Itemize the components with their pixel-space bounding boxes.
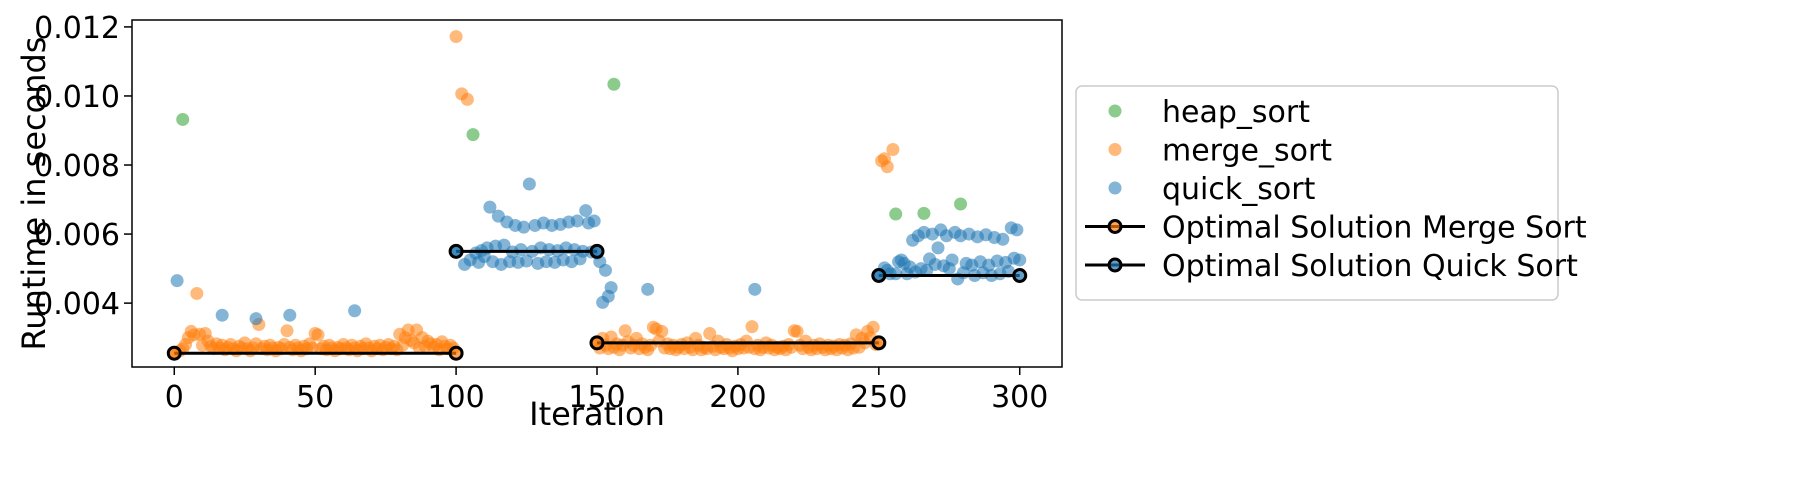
x-axis: 0 50 100 150 200 250 300 xyxy=(165,367,1048,415)
x-tick-label: 50 xyxy=(296,380,334,415)
x-tick-label: 200 xyxy=(709,380,766,415)
optimal-marker xyxy=(871,335,887,351)
x-tick-label: 100 xyxy=(427,380,484,415)
point-merge-sort xyxy=(655,324,669,338)
point-quick-sort xyxy=(348,304,362,318)
data-marks xyxy=(166,30,1028,361)
point-quick-sort xyxy=(1010,223,1024,237)
legend-item: quick_sort xyxy=(1108,172,1316,207)
legend-marker xyxy=(1108,104,1122,118)
point-quick-sort xyxy=(945,253,959,267)
legend-item: heap_sort xyxy=(1108,95,1310,130)
y-axis: 0.004 0.006 0.008 0.010 0.012 xyxy=(34,11,132,322)
point-heap-sort xyxy=(607,77,621,91)
line-optimal-solution-merge-sort xyxy=(166,335,887,361)
legend-marker xyxy=(1108,143,1122,156)
legend-item: Optimal Solution Quick Sort xyxy=(1085,249,1578,284)
point-quick-sort xyxy=(249,312,263,326)
point-quick-sort xyxy=(748,282,762,296)
point-quick-sort xyxy=(889,267,903,281)
legend-box xyxy=(1075,85,1559,301)
plot-frame xyxy=(131,19,1063,368)
point-quick-sort xyxy=(514,243,528,257)
point-quick-sort xyxy=(570,214,584,228)
point-heap-sort xyxy=(954,197,968,211)
point-quick-sort xyxy=(931,241,945,255)
point-heap-sort xyxy=(176,112,190,126)
point-merge-sort xyxy=(311,328,325,342)
y-tick-label: 0.012 xyxy=(34,11,120,46)
legend-item: merge_sort xyxy=(1108,134,1332,169)
y-tick-label: 0.010 xyxy=(34,80,120,115)
point-quick-sort xyxy=(604,281,618,295)
point-quick-sort xyxy=(579,204,593,218)
point-quick-sort xyxy=(170,274,184,288)
point-quick-sort xyxy=(996,232,1010,246)
y-axis-label: Runtime in seconds xyxy=(15,37,53,351)
point-quick-sort xyxy=(520,254,534,268)
legend-marker xyxy=(1108,181,1122,195)
optimal-marker xyxy=(871,268,887,284)
legend-label: heap_sort xyxy=(1162,95,1310,130)
point-merge-sort xyxy=(866,320,880,334)
x-tick-label: 150 xyxy=(568,380,625,415)
legend-label: quick_sort xyxy=(1162,172,1316,207)
optimal-marker xyxy=(589,335,605,351)
point-quick-sort xyxy=(517,220,531,234)
y-tick-label: 0.004 xyxy=(34,287,120,322)
x-tick-label: 300 xyxy=(991,380,1048,415)
optimal-marker xyxy=(448,345,464,361)
point-merge-sort xyxy=(703,327,717,341)
point-quick-sort xyxy=(215,308,229,322)
point-quick-sort xyxy=(483,200,497,214)
point-quick-sort xyxy=(598,263,612,277)
series-merge-sort xyxy=(167,30,900,360)
legend-label: Optimal Solution Merge Sort xyxy=(1162,211,1587,246)
plot-area xyxy=(131,19,1063,368)
point-merge-sort xyxy=(745,320,759,334)
point-merge-sort xyxy=(280,324,294,338)
point-quick-sort xyxy=(1013,253,1027,267)
point-heap-sort xyxy=(466,128,480,142)
x-axis-label: Iteration xyxy=(529,395,665,433)
point-quick-sort xyxy=(283,308,297,322)
optimal-marker xyxy=(589,243,605,259)
optimal-marker xyxy=(1012,268,1028,284)
legend-item: Optimal Solution Merge Sort xyxy=(1085,211,1587,246)
point-quick-sort xyxy=(587,214,601,228)
optimal-marker xyxy=(448,243,464,259)
x-tick-label: 250 xyxy=(850,380,907,415)
line-optimal-solution-quick-sort xyxy=(448,243,1028,284)
point-merge-sort xyxy=(790,324,804,338)
point-merge-sort xyxy=(460,92,474,106)
point-merge-sort xyxy=(190,286,204,300)
optimal-marker xyxy=(166,345,182,361)
legend-marker xyxy=(1107,219,1123,234)
point-quick-sort xyxy=(522,177,536,191)
series-heap-sort xyxy=(176,77,968,221)
point-merge-sort xyxy=(886,142,900,156)
x-tick-label: 0 xyxy=(165,380,184,415)
y-tick-label: 0.008 xyxy=(34,149,120,184)
point-heap-sort xyxy=(917,206,931,220)
legend-marker xyxy=(1107,257,1123,273)
point-merge-sort xyxy=(618,324,632,338)
point-merge-sort xyxy=(880,160,894,174)
point-heap-sort xyxy=(889,207,903,221)
legend-label: merge_sort xyxy=(1162,134,1332,169)
point-quick-sort xyxy=(641,282,655,296)
legend-label: Optimal Solution Quick Sort xyxy=(1162,249,1578,284)
y-tick-label: 0.006 xyxy=(34,218,120,253)
point-merge-sort xyxy=(449,30,463,44)
